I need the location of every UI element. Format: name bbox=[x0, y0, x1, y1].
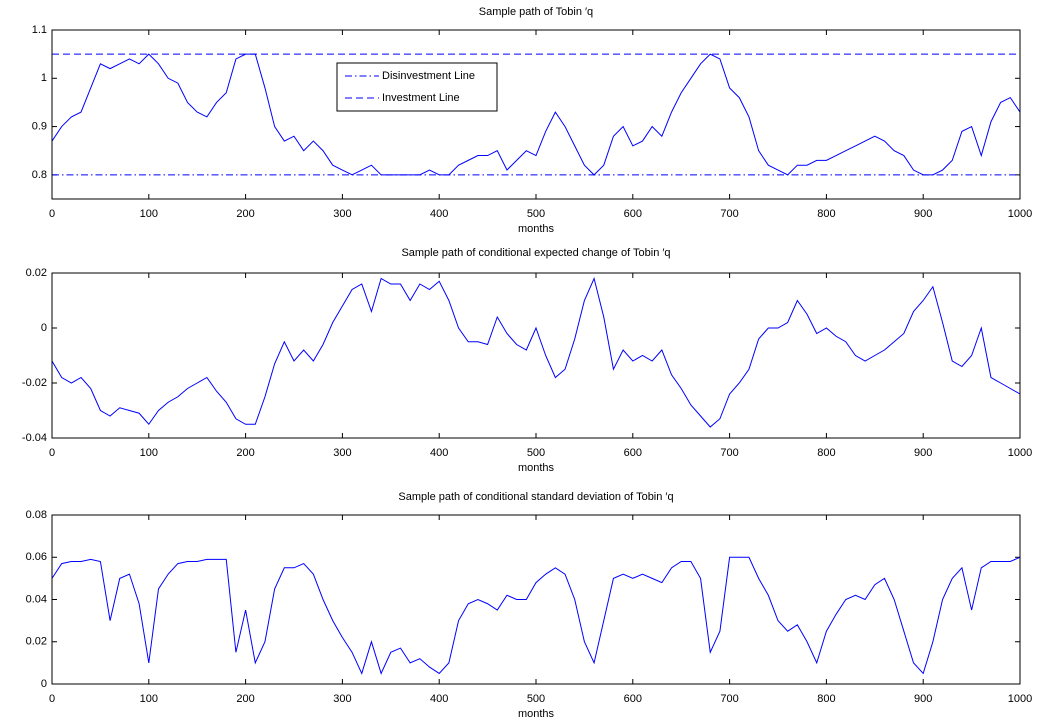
axes-box bbox=[51, 514, 1021, 685]
x-tick-label: 0 bbox=[49, 693, 55, 705]
x-tick-label: 400 bbox=[430, 208, 448, 220]
y-tick-label: 0.8 bbox=[32, 169, 47, 181]
x-tick-label: 700 bbox=[720, 693, 738, 705]
legend-box bbox=[336, 62, 498, 112]
x-tick-label: 0 bbox=[49, 208, 55, 220]
x-tick-label: 300 bbox=[333, 208, 351, 220]
data-line bbox=[51, 276, 1021, 428]
y-tick-label: 0 bbox=[41, 322, 47, 334]
legend-label: Investment Line bbox=[382, 92, 460, 104]
y-tick-label: 0.02 bbox=[26, 267, 47, 279]
x-tick-label: 700 bbox=[720, 208, 738, 220]
legend-label: Disinvestment Line bbox=[382, 70, 475, 82]
y-tick-label: 0.04 bbox=[26, 593, 47, 605]
x-tick-label: 900 bbox=[914, 447, 932, 459]
x-axis-label: months bbox=[518, 708, 555, 720]
plot-area bbox=[52, 515, 1020, 684]
x-tick-label: 500 bbox=[527, 693, 545, 705]
x-tick-label: 700 bbox=[720, 447, 738, 459]
x-tick-label: 800 bbox=[817, 208, 835, 220]
x-tick-label: 600 bbox=[624, 208, 642, 220]
x-tick-label: 800 bbox=[817, 447, 835, 459]
y-tick-label: 0.08 bbox=[26, 509, 47, 521]
subplot: Sample path of Tobin ′q 0 100 200 300 400 500 6… bbox=[32, 6, 1033, 235]
data-line bbox=[51, 53, 1021, 176]
y-tick-label: 0 bbox=[41, 678, 47, 690]
x-tick-label: 100 bbox=[140, 693, 158, 705]
plot-area bbox=[52, 30, 1020, 199]
y-tick-label: 0.06 bbox=[26, 551, 47, 563]
x-tick-label: 1000 bbox=[1008, 447, 1032, 459]
subplot: Sample path of conditional standard devi… bbox=[26, 491, 1033, 720]
plot-area bbox=[52, 273, 1020, 438]
x-tick-label: 800 bbox=[817, 693, 835, 705]
y-tick-label: -0.02 bbox=[22, 377, 47, 389]
x-tick-label: 500 bbox=[527, 447, 545, 459]
x-tick-label: 0 bbox=[49, 447, 55, 459]
y-tick-label: 1 bbox=[41, 72, 47, 84]
axes-box bbox=[51, 29, 1021, 200]
x-tick-label: 100 bbox=[140, 447, 158, 459]
legend: Disinvestment Line Investment Line bbox=[336, 62, 498, 112]
data-line bbox=[51, 556, 1021, 675]
y-tick-label: 0.9 bbox=[32, 120, 47, 132]
x-tick-label: 1000 bbox=[1008, 693, 1032, 705]
x-axis-label: months bbox=[518, 462, 555, 474]
x-tick-label: 600 bbox=[624, 447, 642, 459]
subplot: Sample path of conditional expected chan… bbox=[22, 247, 1032, 474]
chart-title: Sample path of conditional standard devi… bbox=[398, 491, 673, 503]
x-tick-label: 900 bbox=[914, 693, 932, 705]
x-tick-label: 1000 bbox=[1008, 208, 1032, 220]
y-tick-label: -0.04 bbox=[22, 432, 47, 444]
chart-title: Sample path of conditional expected chan… bbox=[401, 247, 670, 259]
x-tick-label: 300 bbox=[333, 447, 351, 459]
x-tick-label: 100 bbox=[140, 208, 158, 220]
x-tick-label: 400 bbox=[430, 447, 448, 459]
x-tick-label: 500 bbox=[527, 208, 545, 220]
x-tick-label: 900 bbox=[914, 208, 932, 220]
x-tick-label: 200 bbox=[236, 693, 254, 705]
x-tick-label: 200 bbox=[236, 208, 254, 220]
x-tick-label: 200 bbox=[236, 447, 254, 459]
x-tick-label: 600 bbox=[624, 693, 642, 705]
axes-box bbox=[51, 272, 1021, 439]
y-tick-label: 0.02 bbox=[26, 636, 47, 648]
x-axis-label: months bbox=[518, 223, 555, 235]
y-tick-label: 1.1 bbox=[32, 24, 47, 36]
x-tick-label: 300 bbox=[333, 693, 351, 705]
chart-title: Sample path of Tobin ′q bbox=[479, 6, 593, 18]
x-tick-label: 400 bbox=[430, 693, 448, 705]
